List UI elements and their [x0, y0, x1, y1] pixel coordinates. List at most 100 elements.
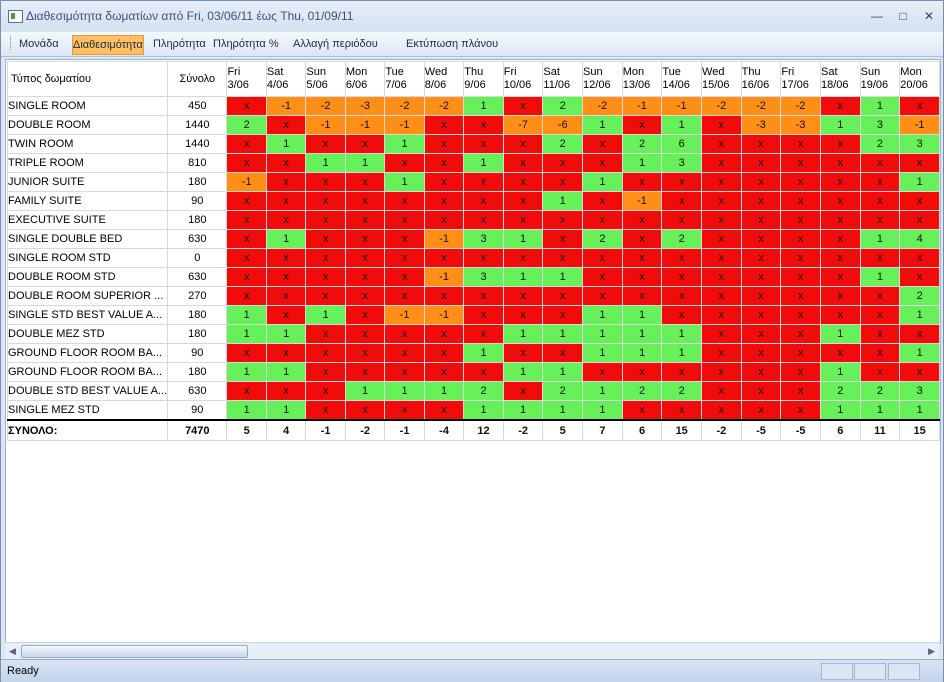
- availability-cell[interactable]: x: [899, 191, 940, 211]
- day-header[interactable]: Tue 7/06: [384, 61, 425, 97]
- availability-cell[interactable]: x: [423, 115, 465, 135]
- availability-cell[interactable]: 1: [463, 343, 504, 363]
- availability-cell[interactable]: x: [423, 172, 465, 192]
- table-row[interactable]: DOUBLE MEZ STD 180 1 1 x x x x x 1 1 1 1 1 x x x 1 x x: [6, 324, 940, 344]
- table-row[interactable]: SINGLE ROOM STD 0 x x x x x x x x x x x x x x x x x x: [6, 248, 940, 268]
- availability-cell[interactable]: 1: [502, 400, 544, 421]
- availability-cell[interactable]: x: [661, 267, 703, 287]
- availability-cell[interactable]: x: [226, 96, 267, 116]
- availability-cell[interactable]: 1: [384, 172, 425, 192]
- availability-cell[interactable]: x: [701, 210, 742, 230]
- minimize-icon[interactable]: —: [871, 9, 883, 23]
- availability-cell[interactable]: 1: [661, 115, 703, 135]
- availability-cell[interactable]: x: [819, 153, 861, 173]
- availability-cell[interactable]: x: [780, 210, 821, 230]
- availability-cell[interactable]: x: [502, 210, 544, 230]
- availability-cell[interactable]: x: [344, 286, 386, 306]
- availability-cell[interactable]: x: [265, 286, 307, 306]
- availability-cell[interactable]: x: [305, 343, 346, 363]
- day-header[interactable]: Thu 16/06: [740, 61, 782, 97]
- availability-cell[interactable]: x: [305, 248, 346, 268]
- availability-cell[interactable]: 1: [582, 343, 623, 363]
- availability-cell[interactable]: x: [819, 286, 861, 306]
- availability-cell[interactable]: 1: [463, 400, 504, 421]
- availability-cell[interactable]: x: [226, 343, 267, 363]
- availability-cell[interactable]: 1: [819, 324, 861, 344]
- availability-cell[interactable]: -3: [344, 96, 386, 116]
- availability-cell[interactable]: x: [582, 267, 623, 287]
- availability-cell[interactable]: 1: [582, 400, 623, 421]
- availability-cell[interactable]: x: [344, 362, 386, 382]
- availability-cell[interactable]: x: [819, 96, 861, 116]
- availability-cell[interactable]: x: [621, 286, 663, 306]
- day-header[interactable]: Mon 13/06: [621, 61, 663, 97]
- availability-cell[interactable]: x: [463, 286, 504, 306]
- availability-grid[interactable]: Τύπος δωματίου Σύνολο Fri 3/06 Sat 4/06 Sun 5/0…: [5, 59, 941, 644]
- availability-cell[interactable]: x: [701, 324, 742, 344]
- availability-cell[interactable]: x: [582, 210, 623, 230]
- availability-cell[interactable]: x: [226, 248, 267, 268]
- availability-cell[interactable]: -7: [502, 115, 544, 135]
- availability-cell[interactable]: x: [859, 286, 901, 306]
- availability-cell[interactable]: -1: [344, 115, 386, 135]
- availability-cell[interactable]: x: [463, 324, 504, 344]
- availability-cell[interactable]: 2: [582, 229, 623, 249]
- availability-cell[interactable]: x: [305, 172, 346, 192]
- availability-cell[interactable]: x: [305, 400, 346, 421]
- availability-cell[interactable]: -1: [384, 305, 425, 325]
- day-header[interactable]: Tue 14/06: [661, 61, 703, 97]
- availability-cell[interactable]: x: [740, 248, 782, 268]
- availability-cell[interactable]: x: [780, 229, 821, 249]
- availability-cell[interactable]: 1: [621, 305, 663, 325]
- availability-cell[interactable]: 4: [899, 229, 940, 249]
- availability-cell[interactable]: x: [740, 172, 782, 192]
- availability-cell[interactable]: x: [661, 210, 703, 230]
- availability-cell[interactable]: x: [542, 286, 584, 306]
- availability-cell[interactable]: x: [384, 362, 425, 382]
- table-row[interactable]: JUNIOR SUITE 180 -1 x x x 1 x x x x 1 x x x x x x x 1: [6, 172, 940, 192]
- availability-cell[interactable]: x: [780, 324, 821, 344]
- availability-cell[interactable]: x: [859, 153, 901, 173]
- day-header[interactable]: Sun 5/06: [305, 61, 346, 97]
- availability-cell[interactable]: x: [502, 153, 544, 173]
- availability-cell[interactable]: x: [463, 210, 504, 230]
- availability-cell[interactable]: x: [701, 191, 742, 211]
- availability-cell[interactable]: x: [305, 286, 346, 306]
- availability-cell[interactable]: x: [423, 210, 465, 230]
- availability-cell[interactable]: x: [463, 172, 504, 192]
- table-row[interactable]: TWIN ROOM 1440 x 1 x x 1 x x x 2 x 2 6 x x x x 2 3: [6, 134, 940, 154]
- horizontal-scrollbar[interactable]: ◀ ▶: [5, 642, 939, 659]
- availability-cell[interactable]: x: [819, 305, 861, 325]
- availability-cell[interactable]: -1: [661, 96, 703, 116]
- availability-cell[interactable]: 1: [582, 115, 623, 135]
- availability-cell[interactable]: 1: [265, 362, 307, 382]
- availability-cell[interactable]: x: [226, 191, 267, 211]
- availability-cell[interactable]: x: [621, 172, 663, 192]
- availability-cell[interactable]: x: [621, 362, 663, 382]
- availability-cell[interactable]: x: [740, 324, 782, 344]
- availability-cell[interactable]: x: [661, 305, 703, 325]
- availability-cell[interactable]: x: [701, 286, 742, 306]
- availability-cell[interactable]: x: [305, 362, 346, 382]
- availability-cell[interactable]: 2: [542, 134, 584, 154]
- availability-cell[interactable]: 1: [661, 343, 703, 363]
- availability-cell[interactable]: x: [740, 153, 782, 173]
- availability-cell[interactable]: x: [899, 96, 940, 116]
- availability-cell[interactable]: 3: [463, 229, 504, 249]
- availability-cell[interactable]: -1: [621, 96, 663, 116]
- day-header[interactable]: Fri 3/06: [226, 61, 267, 97]
- availability-cell[interactable]: x: [226, 267, 267, 287]
- availability-cell[interactable]: 1: [621, 324, 663, 344]
- availability-cell[interactable]: 1: [226, 305, 267, 325]
- table-row[interactable]: DOUBLE ROOM SUPERIOR ... 270 x x x x x x x x x x x x x…: [6, 286, 940, 306]
- availability-cell[interactable]: 3: [661, 153, 703, 173]
- availability-cell[interactable]: x: [701, 172, 742, 192]
- availability-cell[interactable]: x: [502, 96, 544, 116]
- availability-cell[interactable]: x: [701, 229, 742, 249]
- day-header[interactable]: Sun 12/06: [582, 61, 623, 97]
- availability-cell[interactable]: x: [423, 134, 465, 154]
- availability-cell[interactable]: -3: [740, 115, 782, 135]
- availability-cell[interactable]: x: [384, 400, 425, 421]
- total-header[interactable]: Σύνολο: [167, 61, 228, 97]
- availability-cell[interactable]: x: [661, 172, 703, 192]
